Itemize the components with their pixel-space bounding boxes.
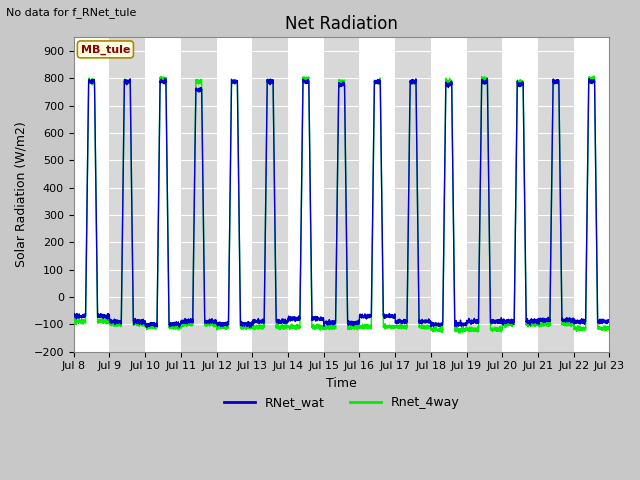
Bar — [467, 37, 502, 351]
Legend: RNet_wat, Rnet_4way: RNet_wat, Rnet_4way — [218, 391, 465, 414]
Bar — [145, 37, 181, 351]
Bar — [502, 37, 538, 351]
X-axis label: Time: Time — [326, 377, 357, 390]
Bar — [395, 37, 431, 351]
Bar — [573, 37, 609, 351]
Text: MB_tule: MB_tule — [81, 44, 130, 55]
Bar — [74, 37, 109, 351]
Bar — [431, 37, 467, 351]
Bar — [288, 37, 324, 351]
Bar — [252, 37, 288, 351]
Bar — [324, 37, 360, 351]
Y-axis label: Solar Radiation (W/m2): Solar Radiation (W/m2) — [15, 121, 28, 267]
Bar — [109, 37, 145, 351]
Text: No data for f_RNet_tule: No data for f_RNet_tule — [6, 7, 137, 18]
Title: Net Radiation: Net Radiation — [285, 15, 398, 33]
Bar — [609, 37, 640, 351]
Bar — [538, 37, 573, 351]
Bar — [181, 37, 216, 351]
Bar — [360, 37, 395, 351]
Bar — [216, 37, 252, 351]
